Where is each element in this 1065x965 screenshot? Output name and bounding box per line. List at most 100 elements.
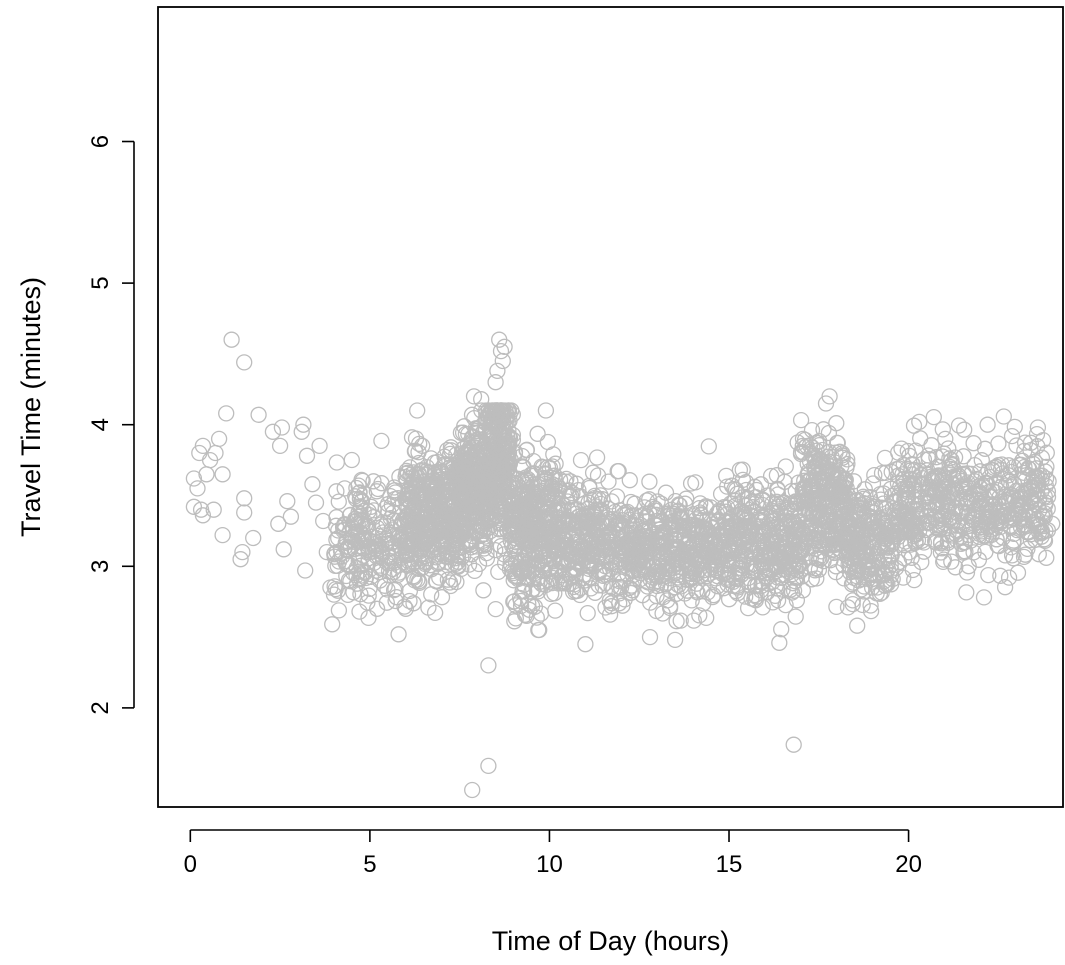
data-point: [793, 568, 811, 585]
data-point: [803, 421, 821, 439]
data-point: [1036, 532, 1054, 549]
data-point: [1012, 456, 1030, 473]
data-point: [698, 609, 715, 627]
data-point: [849, 528, 867, 545]
data-point: [996, 579, 1014, 596]
data-point: [330, 493, 347, 510]
data-point: [382, 487, 399, 505]
data-point: [504, 426, 522, 444]
data-point: [373, 432, 390, 450]
data-point: [899, 489, 917, 506]
data-point: [808, 434, 825, 451]
data-point: [295, 416, 312, 433]
data-point: [525, 452, 542, 470]
data-point: [741, 573, 758, 590]
data-point: [726, 492, 744, 509]
data-point: [632, 548, 650, 565]
data-point: [925, 473, 942, 490]
data-point: [861, 489, 879, 506]
data-point: [828, 598, 845, 616]
data-point: [223, 331, 240, 348]
data-point: [270, 515, 287, 532]
data-point: [977, 543, 994, 561]
data-point: [975, 589, 993, 606]
data-point: [401, 592, 418, 610]
data-point: [977, 474, 995, 491]
data-point: [496, 433, 513, 450]
data-point: [921, 481, 938, 498]
data-point: [373, 540, 390, 558]
data-point: [793, 543, 810, 560]
data-point: [487, 600, 504, 618]
data-point: [654, 569, 671, 586]
data-point: [827, 444, 844, 461]
data-point: [459, 443, 476, 460]
y-tick-label: 4: [87, 418, 114, 431]
data-point: [529, 425, 546, 442]
data-point: [768, 558, 786, 575]
data-point: [506, 613, 523, 630]
data-point: [702, 534, 719, 551]
data-point: [668, 554, 685, 572]
data-point: [943, 553, 960, 570]
data-point: [548, 572, 566, 589]
data-point: [436, 448, 453, 465]
data-point: [862, 602, 880, 620]
data-point: [475, 537, 492, 554]
data-point: [210, 430, 228, 448]
data-point: [955, 448, 972, 465]
data-point: [523, 563, 540, 580]
data-point: [297, 562, 314, 579]
data-point: [611, 585, 628, 602]
data-point: [839, 599, 857, 616]
data-point: [409, 402, 426, 419]
data-point: [423, 483, 441, 500]
data-point: [572, 451, 590, 469]
data-point: [670, 566, 688, 583]
data-point: [388, 589, 405, 606]
data-point: [877, 577, 894, 594]
data-point: [733, 510, 750, 527]
data-point: [971, 517, 988, 534]
data-point: [1001, 473, 1018, 490]
data-point: [906, 461, 923, 479]
data-point: [464, 527, 481, 545]
data-point: [920, 501, 938, 518]
data-point: [840, 540, 857, 557]
data-point: [1029, 438, 1046, 455]
data-point: [644, 498, 661, 516]
data-point: [438, 553, 455, 571]
data-point: [496, 338, 513, 355]
data-point: [1024, 514, 1042, 531]
data-point: [896, 504, 913, 521]
data-point: [895, 569, 912, 586]
data-point: [862, 508, 879, 525]
data-point: [236, 354, 253, 371]
data-point: [880, 539, 897, 556]
data-point: [397, 600, 414, 617]
data-point: [370, 537, 387, 554]
data-point: [731, 559, 748, 577]
data-point: [990, 435, 1007, 452]
data-point: [597, 558, 614, 575]
data-point: [771, 634, 788, 651]
data-point: [1040, 473, 1057, 490]
data-point: [979, 416, 996, 433]
data-point: [1015, 518, 1033, 536]
data-point: [935, 489, 952, 506]
data-point: [527, 523, 544, 540]
data-point: [480, 657, 497, 674]
data-point: [1003, 547, 1021, 564]
data-point: [988, 503, 1005, 520]
data-point: [361, 580, 378, 598]
data-point: [613, 566, 630, 583]
data-point: [689, 584, 706, 601]
data-point: [530, 621, 547, 639]
data-point: [442, 546, 459, 563]
data-point: [232, 551, 249, 568]
data-point: [600, 500, 617, 518]
data-point: [907, 492, 925, 509]
data-point: [691, 607, 708, 624]
data-point: [844, 550, 861, 567]
